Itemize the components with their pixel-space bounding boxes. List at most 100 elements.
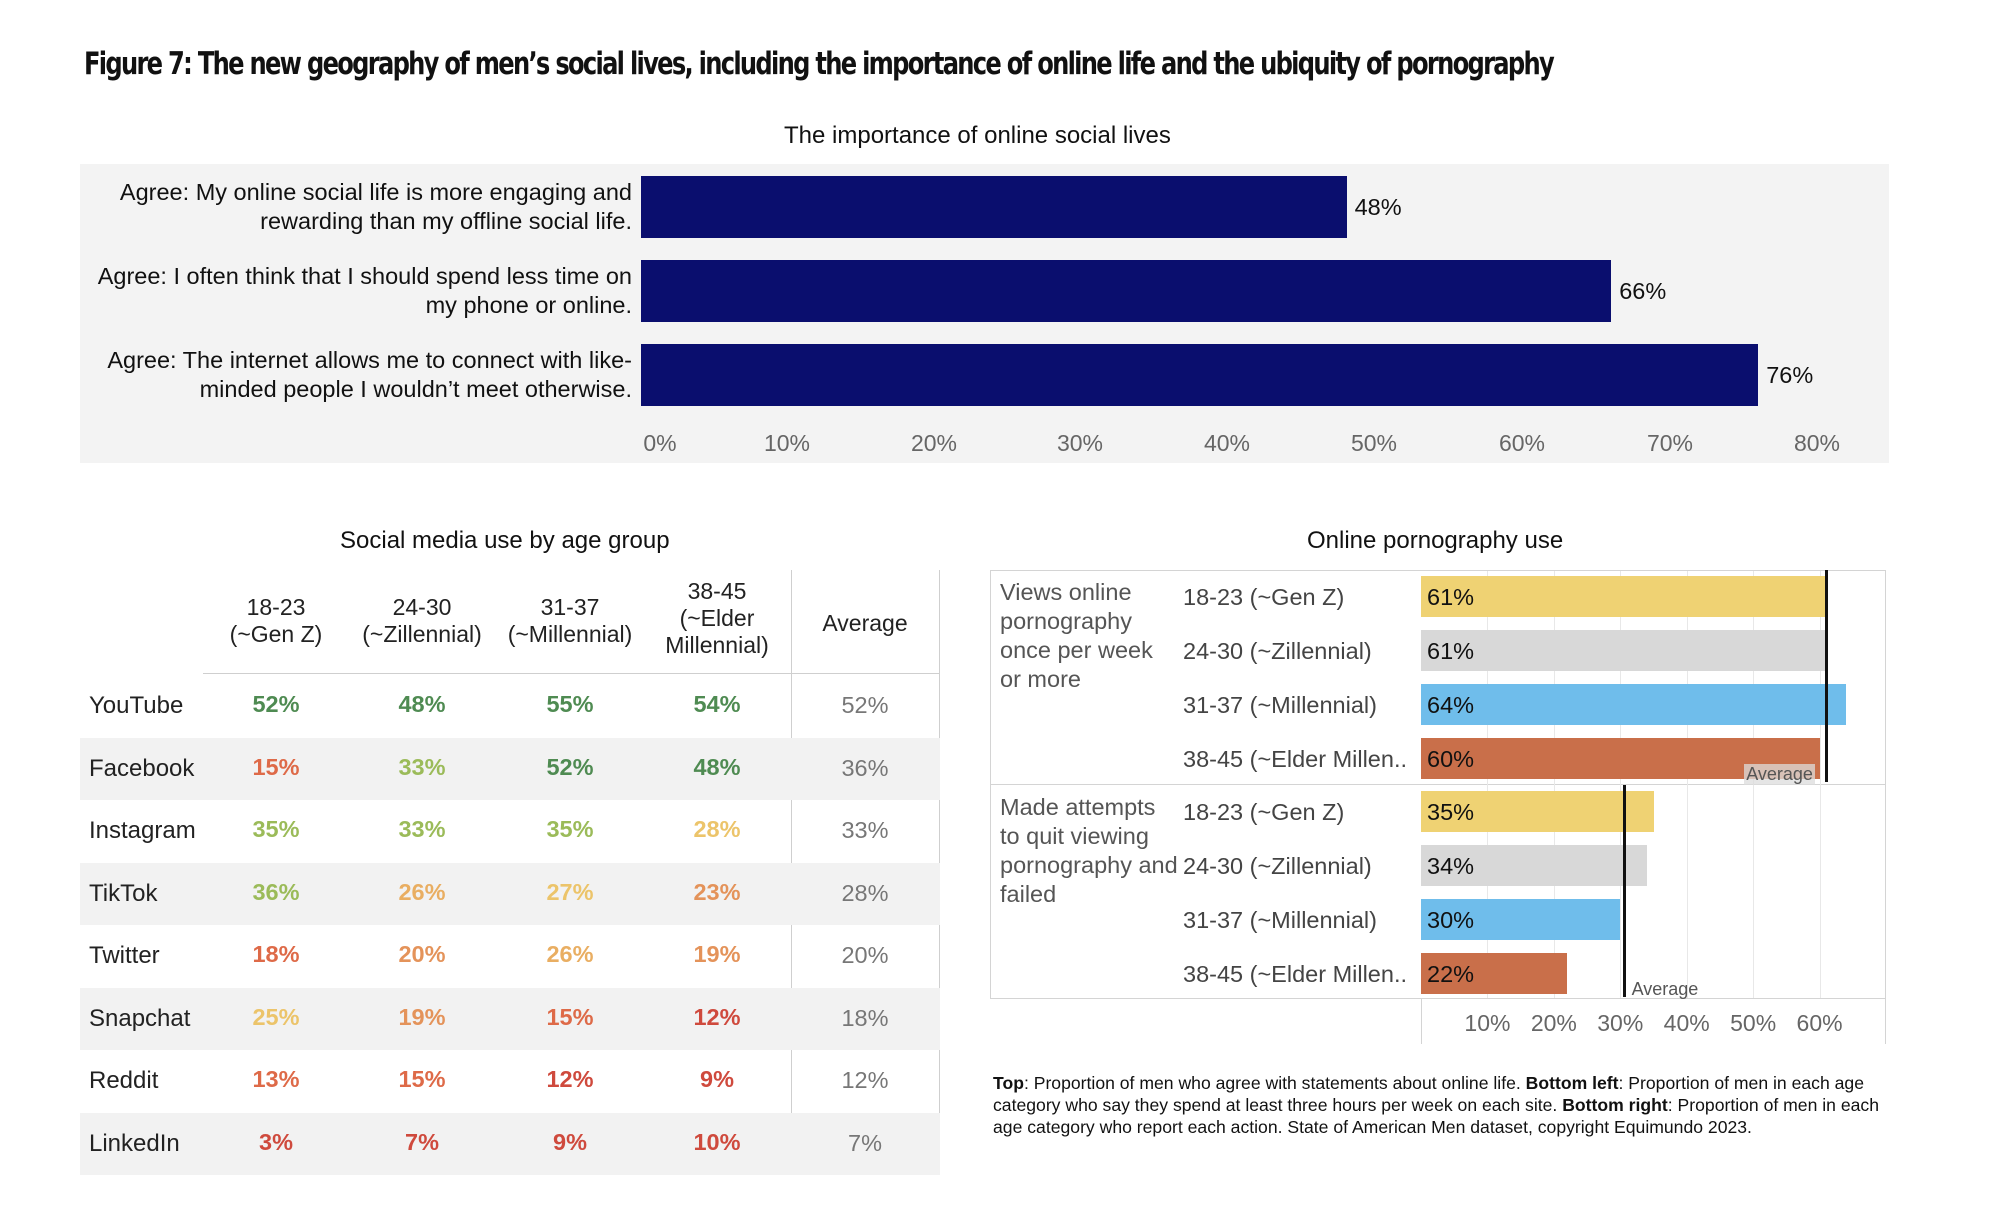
- footnote: Top: Proportion of men who agree with st…: [993, 1072, 1883, 1138]
- porn-row-label: 24-30 (~Zillennial): [1183, 638, 1372, 664]
- porn-x-tick: 60%: [1796, 1010, 1843, 1036]
- table-average-cell: 18%: [841, 1004, 889, 1031]
- porn-row-label: 24-30 (~Zillennial): [1183, 853, 1372, 879]
- table-row-label: Instagram: [89, 817, 196, 844]
- porn-row-label: 31-37 (~Millennial): [1183, 692, 1377, 718]
- table-cell: 20%: [398, 941, 446, 967]
- porn-frame-top: [990, 570, 1886, 571]
- table-row: [80, 862, 940, 925]
- top-x-tick: 40%: [1203, 430, 1251, 456]
- table-cell: 48%: [693, 753, 741, 780]
- table-column-header-line: Average: [822, 610, 908, 636]
- table-cell: 55%: [546, 691, 594, 717]
- table-column-header-line: (~Gen Z): [229, 621, 323, 647]
- table-column-header-line: (~Elder: [679, 605, 755, 631]
- table-column-header-line: (~Zillennial): [362, 621, 482, 647]
- top-bar: [641, 260, 1612, 322]
- table-average-cell: 20%: [841, 942, 889, 968]
- table-cell: 36%: [252, 878, 300, 905]
- table-row: [80, 987, 940, 1050]
- table-cell: 15%: [252, 753, 300, 780]
- porn-chart-title: Online pornography use: [1307, 527, 1564, 554]
- table-cell: 27%: [546, 878, 594, 905]
- table-column-header-line: (~Millennial): [507, 621, 633, 647]
- top-bar-label: Agree: The internet allows me to connect…: [107, 347, 632, 402]
- porn-gridline: [1819, 571, 1821, 998]
- table-cell: 35%: [252, 816, 300, 842]
- table-cell: 19%: [398, 1003, 446, 1030]
- footnote-bottom-left-label: Bottom left: [1525, 1073, 1619, 1093]
- footnote-bottom-left-text: : Proportion of men in each age category…: [993, 1073, 1864, 1115]
- porn-average-label: Average: [1631, 979, 1699, 999]
- table-column-header-line: 31-37: [540, 594, 600, 620]
- table-column-header-line: Millennial): [665, 632, 769, 658]
- table-cell: 26%: [398, 878, 446, 905]
- table-row-label: YouTube: [89, 692, 184, 719]
- table-column-header: 31-37 (~Millennial): [490, 594, 650, 648]
- table-column-header: 18-23 (~Gen Z): [196, 594, 356, 648]
- table-cell: 7%: [405, 1128, 439, 1155]
- porn-bar: [1421, 576, 1827, 617]
- table-cell: 15%: [398, 1066, 446, 1092]
- porn-x-tick: 50%: [1730, 1010, 1777, 1036]
- table-header-rule: [203, 673, 940, 674]
- porn-frame-bottom: [990, 998, 1886, 999]
- top-x-tick: 80%: [1793, 430, 1841, 456]
- table-row-label: LinkedIn: [89, 1129, 180, 1157]
- porn-gridline: [1487, 571, 1489, 998]
- top-x-tick: 70%: [1646, 430, 1694, 456]
- top-bar-value: 66%: [1619, 278, 1667, 304]
- porn-group-label: Views online pornography once per week o…: [1000, 579, 1153, 692]
- table-row: [80, 737, 940, 800]
- table-row: [80, 1112, 940, 1175]
- porn-frame-right: [1885, 570, 1886, 1044]
- top-bar-label: Agree: I often think that I should spend…: [97, 263, 632, 318]
- table-cell: 15%: [546, 1003, 594, 1030]
- table-average-cell: 36%: [841, 754, 889, 781]
- table-cell: 26%: [546, 941, 594, 967]
- table-cell: 33%: [398, 753, 446, 780]
- table-column-header: Average: [785, 610, 945, 637]
- figure-title: Figure 7: The new geography of men’s soc…: [84, 46, 1555, 82]
- table-column-header: 24-30 (~Zillennial): [342, 594, 502, 648]
- table-cell: 9%: [553, 1128, 587, 1155]
- porn-average-label: Average: [1744, 764, 1815, 785]
- top-x-tick: 0%: [643, 430, 677, 456]
- table-cell: 25%: [252, 1003, 300, 1030]
- table-cell: 12%: [546, 1066, 594, 1092]
- table-cell: 48%: [398, 691, 446, 717]
- porn-bar-value: 61%: [1427, 638, 1475, 664]
- top-bar-label: Agree: My online social life is more eng…: [119, 179, 632, 234]
- porn-x-tick: 40%: [1663, 1010, 1710, 1036]
- porn-group-divider: [990, 784, 1886, 785]
- top-x-tick: 50%: [1350, 430, 1398, 456]
- table-cell: 13%: [252, 1066, 300, 1092]
- porn-bar-value: 60%: [1427, 746, 1475, 772]
- table-column-header-line: 24-30: [392, 594, 452, 620]
- top-x-tick: 60%: [1498, 430, 1546, 456]
- porn-row-label: 31-37 (~Millennial): [1183, 907, 1377, 933]
- porn-gridline: [1553, 571, 1555, 998]
- top-chart-title: The importance of online social lives: [784, 122, 1171, 149]
- porn-row-label: 38-45 (~Elder Millen..: [1183, 961, 1408, 987]
- porn-bar-value: 35%: [1427, 799, 1475, 825]
- table-average-cell: 12%: [841, 1067, 889, 1093]
- porn-bar: [1421, 899, 1621, 940]
- porn-average-line: [1622, 785, 1626, 997]
- top-bar: [641, 176, 1347, 238]
- porn-gridline: [1686, 571, 1688, 998]
- table-cell: 52%: [546, 753, 594, 780]
- porn-row-label: 18-23 (~Gen Z): [1183, 584, 1345, 610]
- top-bar: [641, 344, 1759, 406]
- porn-bar: [1421, 684, 1847, 725]
- footnote-bottom-right-text: : Proportion of men in each age category…: [993, 1095, 1879, 1137]
- table-average-cell: 7%: [848, 1129, 882, 1156]
- top-bar-value: 76%: [1766, 362, 1814, 388]
- footnote-top-label: Top: [993, 1073, 1024, 1093]
- porn-bar: [1421, 845, 1647, 886]
- porn-axis-line: [1421, 998, 1422, 1044]
- porn-bar-value: 34%: [1427, 853, 1475, 879]
- porn-bar-value: 22%: [1427, 961, 1475, 987]
- porn-bar-value: 64%: [1427, 692, 1475, 718]
- table-row-label: Twitter: [89, 942, 160, 969]
